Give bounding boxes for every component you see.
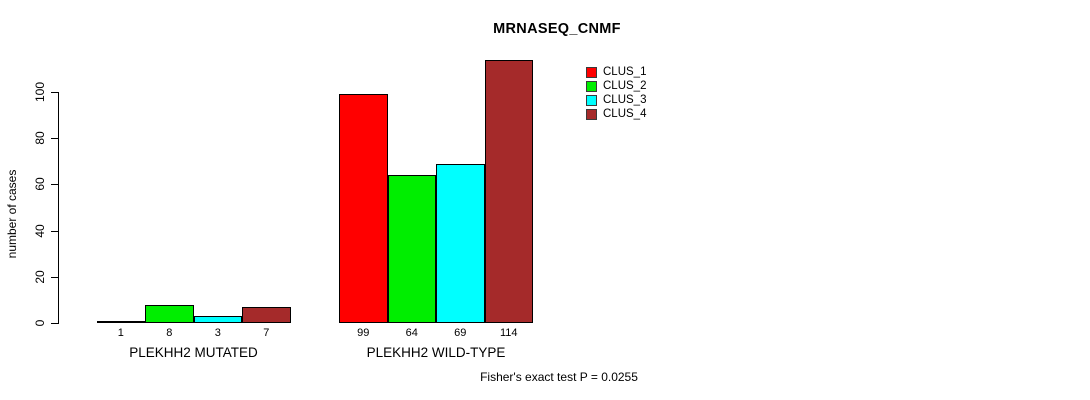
y-axis-tick [51, 230, 58, 232]
legend-label: CLUS_3 [603, 93, 647, 106]
y-axis-tick-label: 20 [33, 270, 47, 284]
group-label-mutated: PLEKHH2 MUTATED [129, 345, 258, 360]
legend-swatch-icon [586, 94, 597, 106]
legend: CLUS_1 CLUS_2 CLUS_3 CLUS_4 [586, 66, 646, 121]
legend-swatch-icon [586, 108, 597, 120]
y-axis-tick [51, 92, 58, 93]
bar-value-label: 7 [263, 327, 270, 339]
bar-value-label: 99 [357, 327, 370, 339]
y-axis-tick-label: 80 [33, 131, 47, 145]
y-axis-tick [51, 323, 58, 324]
bar-value-label: 114 [499, 327, 518, 339]
y-axis-label: number of cases [5, 169, 19, 259]
bar-clus_3-mutated [193, 316, 242, 323]
bar-clus_1-mutated [96, 320, 145, 323]
y-axis-line [58, 92, 59, 324]
legend-row-clus_1: CLUS_1 [586, 66, 646, 80]
legend-label: CLUS_2 [603, 80, 647, 93]
annotation-fishers-test: Fisher's exact test P = 0.0255 [480, 370, 638, 384]
y-axis-tick-label: 100 [33, 81, 47, 103]
bar-value-label: 3 [214, 327, 221, 339]
bar-clus_4-wildtype [484, 59, 533, 323]
y-axis-tick [51, 138, 58, 140]
legend-swatch-icon [586, 81, 597, 93]
group-label-wildtype: PLEKHH2 WILD-TYPE [366, 345, 506, 360]
bar-clus_2-wildtype [387, 175, 436, 323]
bar-value-label: 1 [117, 327, 124, 339]
legend-row-clus_3: CLUS_3 [586, 94, 646, 108]
legend-label: CLUS_4 [603, 107, 647, 120]
bar-clus_2-mutated [145, 304, 194, 323]
bar-value-label: 69 [454, 327, 467, 339]
bar-clus_3-wildtype [436, 163, 485, 323]
y-axis-tick-label: 40 [33, 223, 47, 238]
bar-value-label: 64 [405, 327, 418, 339]
bar-value-label: 8 [166, 327, 173, 339]
y-axis-tick [51, 276, 58, 278]
legend-label: CLUS_1 [603, 66, 647, 79]
y-axis-tick-label: 60 [33, 177, 47, 192]
bar-clus_1-wildtype [339, 94, 388, 323]
y-axis-tick [51, 184, 58, 186]
legend-swatch-icon [586, 67, 597, 79]
legend-row-clus_4: CLUS_4 [586, 107, 646, 121]
legend-row-clus_2: CLUS_2 [586, 80, 646, 94]
chart-title: MRNASEQ_CNMF [493, 21, 621, 37]
bar-clus_4-mutated [242, 306, 291, 323]
y-axis-tick-label: 0 [33, 319, 47, 327]
